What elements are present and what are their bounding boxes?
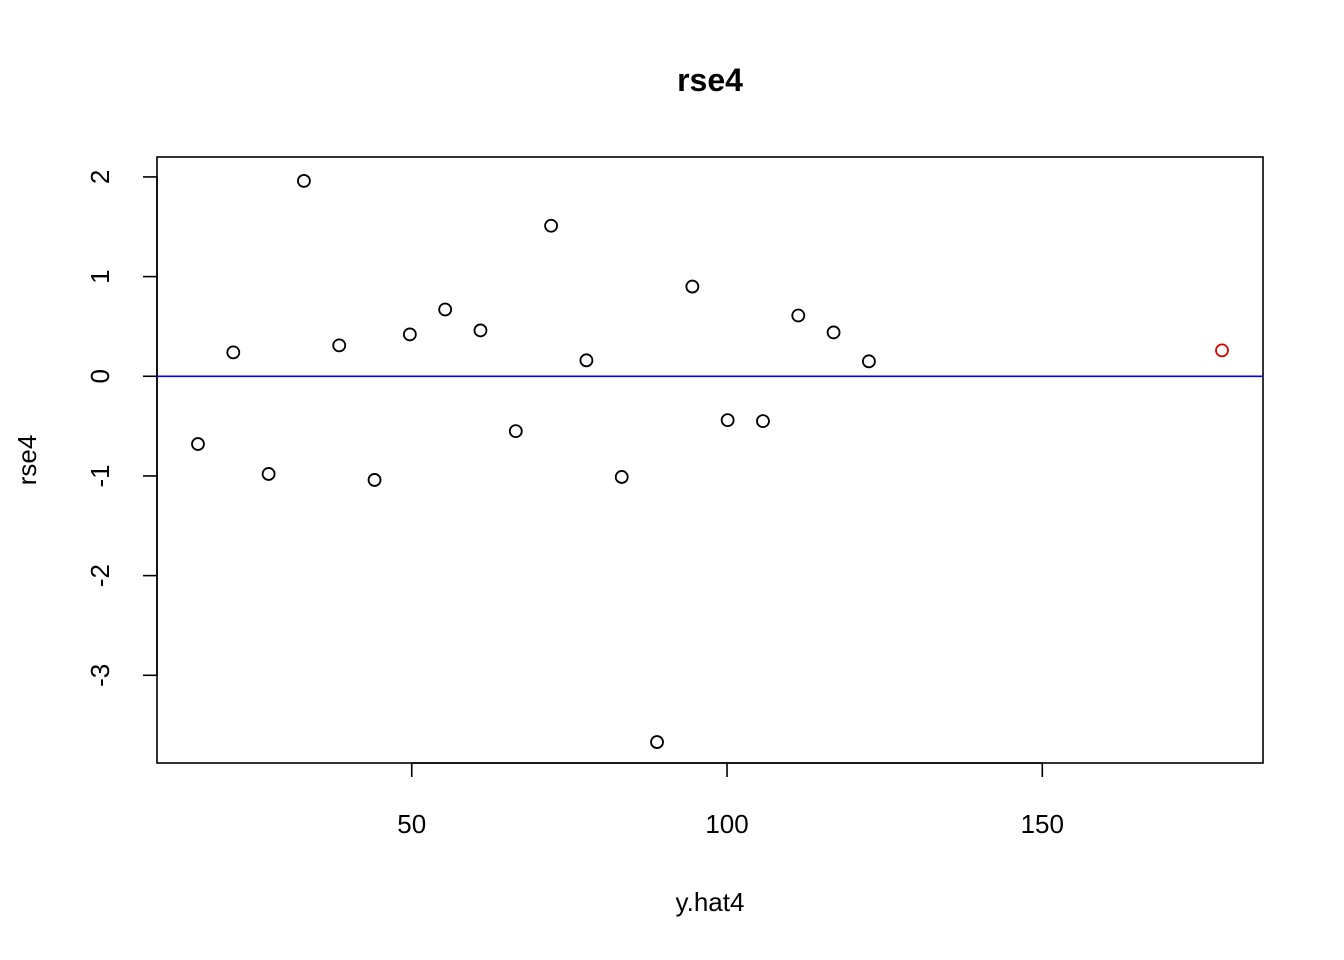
y-tick-label: 1	[85, 269, 115, 283]
y-tick-label: 2	[85, 170, 115, 184]
data-point	[367, 473, 382, 487]
x-tick-label: 150	[1021, 809, 1064, 839]
data-point	[791, 308, 806, 323]
chart-title: rse4	[677, 62, 743, 98]
data-point	[685, 279, 700, 294]
data-point	[297, 174, 311, 188]
data-point	[261, 467, 276, 481]
data-point	[508, 424, 523, 438]
x-tick-label: 100	[705, 809, 748, 839]
data-point	[438, 302, 453, 317]
data-point	[720, 413, 735, 428]
x-axis: 50 100 150	[397, 762, 1064, 839]
y-tick-label: -2	[85, 564, 115, 587]
data-point	[473, 323, 488, 338]
data-point	[650, 735, 664, 749]
data-point	[826, 325, 841, 340]
data-point	[862, 354, 876, 369]
y-axis: -3 -2 -1 0 1 2	[85, 170, 158, 687]
plot-area-frame	[156, 156, 1264, 764]
data-point	[544, 218, 558, 233]
data-point	[756, 414, 770, 429]
highlighted-data-point	[1215, 343, 1229, 358]
x-axis-label: y.hat4	[676, 887, 745, 917]
data-point	[226, 345, 241, 360]
y-tick-label: 0	[85, 369, 115, 383]
data-point	[614, 470, 629, 484]
data-point	[332, 338, 347, 353]
data-point	[402, 327, 417, 342]
y-tick-label: -1	[85, 464, 115, 487]
y-axis-label: rse4	[12, 435, 42, 486]
data-points	[191, 174, 1229, 749]
data-point	[191, 437, 205, 451]
y-tick-label: -3	[85, 664, 115, 687]
data-point	[579, 353, 594, 368]
x-tick-label: 50	[397, 809, 426, 839]
